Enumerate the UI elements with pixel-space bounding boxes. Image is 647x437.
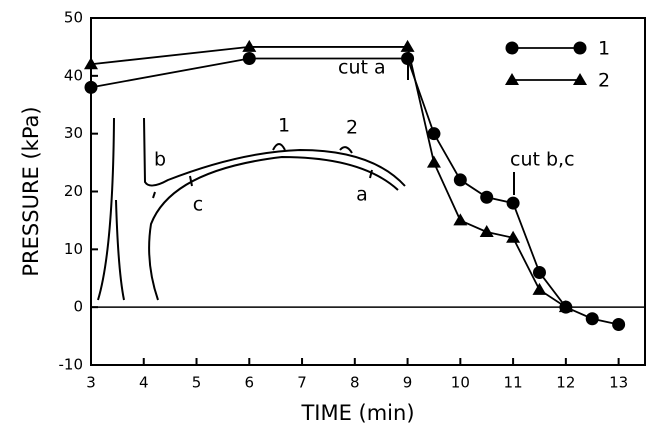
x-tick-label: 4 xyxy=(139,374,149,392)
marker xyxy=(480,190,494,204)
legend-label: 2 xyxy=(598,70,610,92)
y-tick-label: 10 xyxy=(64,240,83,258)
x-tick-label: 8 xyxy=(350,374,360,392)
x-tick-label: 6 xyxy=(245,374,255,392)
y-tick-label: -10 xyxy=(59,356,84,374)
inset-label: a xyxy=(356,184,368,206)
marker xyxy=(558,300,573,313)
marker xyxy=(400,39,415,52)
inset-label: c xyxy=(193,194,203,216)
marker xyxy=(453,173,467,187)
marker xyxy=(505,73,519,85)
x-tick-label: 9 xyxy=(403,374,413,392)
annotation: cut b,c xyxy=(510,149,575,171)
marker xyxy=(532,265,546,279)
annotation: cut a xyxy=(338,57,386,79)
marker xyxy=(506,196,520,210)
marker xyxy=(426,155,441,168)
inset-vessel-drawing xyxy=(97,117,406,301)
y-axis-label: PRESSURE (kPa) xyxy=(19,106,43,276)
x-tick-label: 11 xyxy=(504,374,523,392)
x-tick-label: 3 xyxy=(86,374,96,392)
marker xyxy=(84,80,98,94)
x-tick-label: 7 xyxy=(297,374,307,392)
x-tick-label: 10 xyxy=(451,374,470,392)
legend-marker xyxy=(573,73,587,85)
marker xyxy=(427,127,441,141)
marker xyxy=(585,312,599,326)
y-tick-label: 20 xyxy=(64,182,83,200)
x-tick-label: 5 xyxy=(192,374,202,392)
marker xyxy=(84,57,98,70)
inset-label: 2 xyxy=(346,117,358,139)
marker xyxy=(242,51,256,65)
y-tick-label: 0 xyxy=(73,298,83,316)
x-tick-label: 12 xyxy=(556,374,575,392)
marker xyxy=(453,213,468,226)
series-line xyxy=(90,46,567,308)
y-tick-label: 40 xyxy=(64,66,83,84)
marker xyxy=(612,318,626,332)
marker xyxy=(505,41,519,55)
marker xyxy=(479,224,494,237)
legend-marker xyxy=(573,41,587,55)
legend-label: 1 xyxy=(598,38,610,60)
marker xyxy=(506,230,521,243)
marker xyxy=(242,39,257,52)
inset-label: b xyxy=(154,149,166,171)
x-axis-label: TIME (min) xyxy=(300,401,414,425)
y-tick-label: 50 xyxy=(64,9,83,27)
inset-label: 1 xyxy=(278,115,290,137)
y-tick-label: 30 xyxy=(64,124,83,142)
x-tick-label: 13 xyxy=(609,374,628,392)
marker xyxy=(532,282,547,295)
